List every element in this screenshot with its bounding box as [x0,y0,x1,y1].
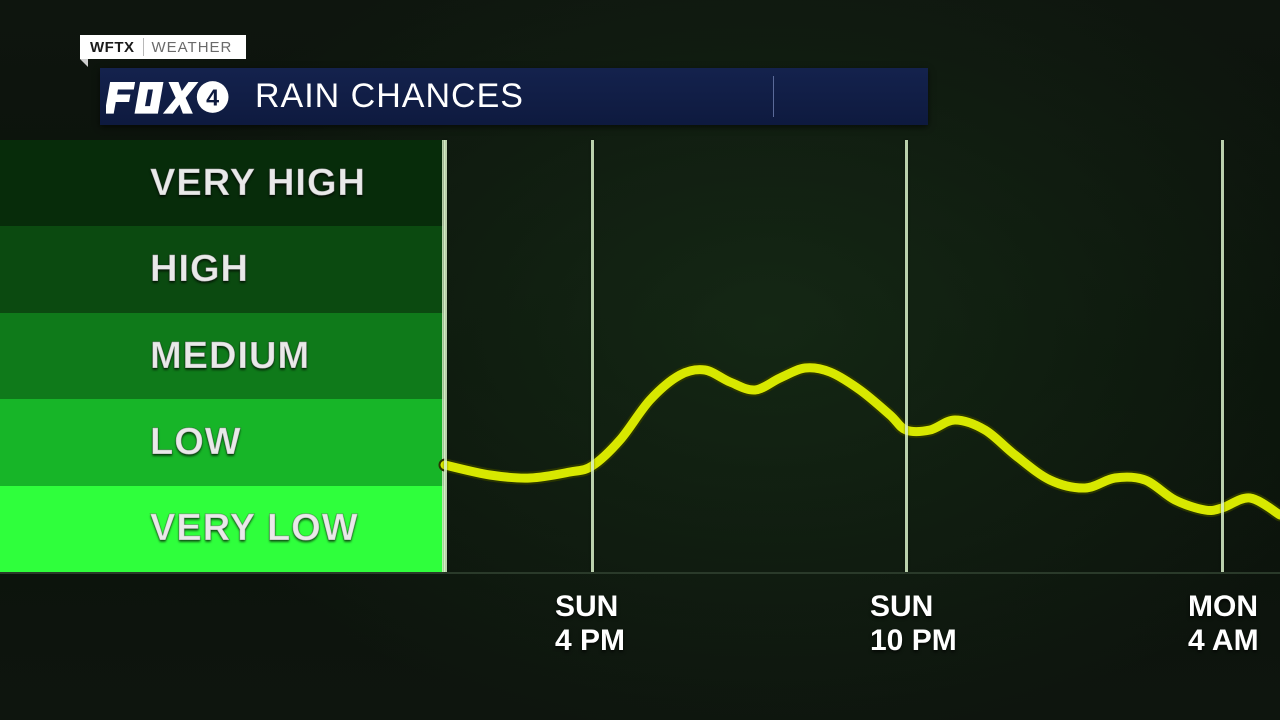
y-axis-bands: VERY HIGH HIGH MEDIUM LOW VERY LOW [0,140,445,572]
x-gridline [905,140,908,572]
y-band: VERY LOW [0,486,445,572]
y-band: LOW [0,399,445,485]
x-tick-label: SUN 4 PM [555,590,625,658]
y-band: MEDIUM [0,313,445,399]
title-bar: 4 RAIN CHANCES [100,68,928,125]
y-band-label: VERY HIGH [150,162,366,205]
x-gridline [444,140,447,572]
x-gridline [1221,140,1224,572]
y-band-label: VERY LOW [150,507,359,550]
x-tick-label: MON 4 AM [1188,590,1259,658]
logo-number: 4 [206,84,219,110]
y-band-label: HIGH [150,248,249,291]
line-svg [445,140,1280,572]
plot-area [445,140,1280,572]
rain-chance-chart: VERY HIGH HIGH MEDIUM LOW VERY LOW [0,140,1280,572]
x-gridline [591,140,594,572]
title-divider [773,76,774,117]
station-section: WEATHER [152,39,233,56]
y-band-label: MEDIUM [150,335,310,378]
x-tick-label: SUN 10 PM [870,590,957,658]
y-band: VERY HIGH [0,140,445,226]
fox4-logo: 4 [100,68,245,125]
y-band: HIGH [0,226,445,312]
station-callsign: WFTX [90,39,135,56]
station-tab: WFTX WEATHER [80,35,246,59]
tab-separator [143,38,144,56]
y-band-label: LOW [150,421,242,464]
fox4-logo-svg: 4 [106,77,239,117]
title-text: RAIN CHANCES [255,77,524,116]
x-baseline [0,572,1280,574]
